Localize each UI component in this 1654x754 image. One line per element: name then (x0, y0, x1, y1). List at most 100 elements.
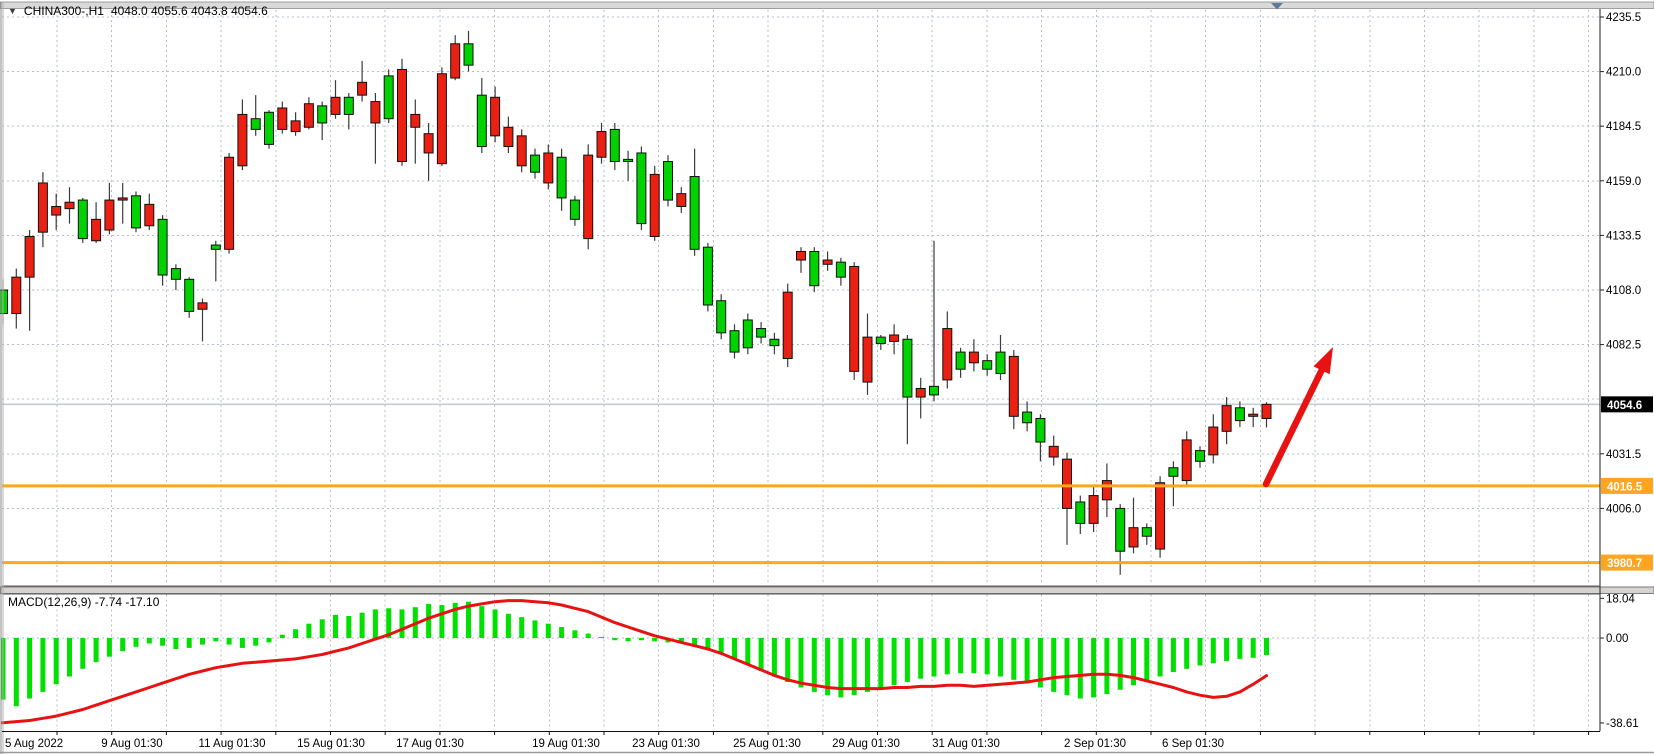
candle-body (1141, 527, 1152, 537)
candle-body (77, 199, 88, 240)
trend-arrow-shaft[interactable] (1262, 363, 1327, 488)
macd-histogram-bar (1037, 638, 1043, 688)
candle-body (237, 113, 248, 167)
candle-body (583, 154, 594, 240)
candle-body (450, 43, 461, 79)
candle-body (91, 218, 102, 242)
macd-histogram-bar (266, 638, 272, 643)
macd-histogram-bar (479, 606, 485, 638)
macd-histogram-bar (904, 638, 910, 682)
candle-body (1168, 467, 1179, 477)
macd-histogram-bar (492, 609, 498, 638)
macd-histogram-bar (1117, 638, 1123, 690)
time-axis-label: 23 Aug 01:30 (632, 738, 700, 750)
macd-histogram-bar (359, 612, 365, 638)
candle-body (782, 291, 793, 360)
macd-histogram-bar (545, 623, 551, 638)
macd-histogram-bar (1091, 638, 1097, 698)
macd-histogram-bar (1131, 638, 1136, 686)
macd-histogram-bar (346, 616, 352, 638)
candle-body (1035, 417, 1046, 443)
macd-histogram-bar (106, 638, 112, 657)
macd-histogram-bar (293, 629, 299, 638)
macd-histogram-bar (612, 638, 618, 641)
candle-body (1208, 426, 1219, 456)
macd-histogram-bar (386, 608, 392, 638)
time-axis-label: 19 Aug 01:30 (532, 738, 600, 750)
candle-body (902, 338, 913, 398)
candle-body (742, 319, 753, 349)
candle-body (277, 107, 288, 130)
macd-histogram-bar (439, 605, 445, 638)
macd-histogram-bar (1051, 638, 1057, 692)
macd-histogram-bar (200, 638, 205, 645)
macd-histogram-bar (80, 638, 86, 669)
macd-histogram-bar (692, 638, 698, 646)
macd-histogram-bar (931, 638, 937, 677)
price-axis-label: 4184.5 (1606, 121, 1641, 133)
macd-histogram-bar (1064, 638, 1070, 696)
candle-body (51, 205, 62, 216)
macd-histogram-bar (399, 609, 405, 638)
candle-body (663, 161, 673, 201)
symbol-period-label: CHINA300-,H1 (23, 4, 104, 18)
macd-histogram-bar (705, 638, 711, 649)
candle-body (303, 103, 314, 128)
macd-histogram-bar (891, 638, 897, 686)
time-axis-label: 2 Sep 01:30 (1064, 738, 1126, 750)
candle-body (1128, 527, 1139, 548)
chart-title-bar: ▼ CHINA300-,H1 4048.0 4055.6 4043.8 4054… (8, 4, 268, 18)
candle-body (982, 360, 993, 370)
macd-histogram-bar (1077, 638, 1083, 699)
macd-histogram-bar (146, 638, 152, 644)
candle-body (596, 131, 607, 158)
macd-histogram-bar (1224, 638, 1230, 662)
candle-body (264, 111, 274, 145)
candle-body (104, 199, 115, 231)
macd-histogram-bar (798, 638, 804, 688)
macd-histogram-bar (732, 638, 737, 659)
candle-body (756, 328, 767, 338)
time-axis-label: 6 Sep 01:30 (1162, 738, 1224, 750)
candle-body (210, 244, 221, 250)
candle-body (1195, 450, 1205, 462)
macd-histogram-bar (811, 638, 817, 692)
macd-histogram-bar (213, 638, 219, 642)
price-axis-label: 4235.5 (1606, 12, 1641, 24)
macd-histogram-bar (745, 638, 751, 665)
price-axis-label: 4133.5 (1606, 230, 1641, 242)
macd-histogram-bar (625, 638, 631, 642)
macd-histogram-bar (1197, 638, 1203, 666)
candle-body (1115, 507, 1126, 552)
pane-splitter[interactable] (0, 586, 1654, 594)
support2-price-badge (1601, 554, 1653, 571)
candle-body (689, 176, 700, 250)
trend-arrow-head[interactable] (1313, 347, 1333, 375)
macd-histogram-bar (1157, 638, 1163, 677)
macd-histogram-bar (67, 638, 72, 677)
macd-histogram-bar (133, 638, 139, 647)
candle-body (197, 302, 208, 310)
candle-body (915, 387, 926, 398)
candle-body (942, 328, 953, 381)
support-price-badge-text: 4016.5 (1607, 481, 1643, 493)
candle-body (676, 193, 687, 207)
macd-histogram-bar (532, 620, 538, 638)
chart-expand-icon[interactable]: ▼ (8, 5, 17, 16)
candle-body (835, 261, 846, 278)
macd-histogram-bar (466, 601, 471, 638)
macd-histogram-bar (426, 603, 432, 638)
chart-shift-marker-icon[interactable] (1271, 3, 1283, 10)
macd-histogram-bar (599, 636, 604, 638)
candle-body (516, 135, 527, 167)
macd-histogram-bar (93, 638, 99, 663)
candle-body (370, 101, 381, 124)
candle-body (117, 197, 128, 201)
time-axis-label: 11 Aug 01:30 (199, 738, 266, 750)
macd-histogram-bar (998, 638, 1003, 677)
candle-body (556, 156, 567, 199)
candle-body (796, 250, 806, 261)
price-axis-label: 4210.0 (1606, 67, 1641, 79)
macd-histogram-bar (825, 638, 831, 696)
